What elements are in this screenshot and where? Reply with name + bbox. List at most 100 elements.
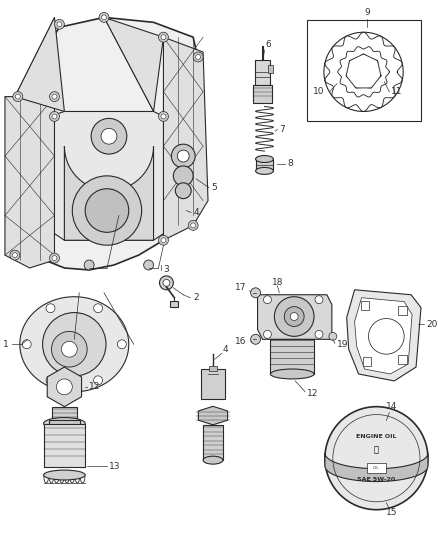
- Circle shape: [84, 260, 94, 270]
- Circle shape: [347, 55, 380, 88]
- Circle shape: [85, 189, 129, 232]
- Text: 4: 4: [223, 345, 229, 354]
- Polygon shape: [15, 18, 64, 111]
- Polygon shape: [64, 146, 154, 240]
- Circle shape: [49, 253, 60, 263]
- Bar: [367, 463, 386, 473]
- Circle shape: [10, 250, 20, 260]
- Ellipse shape: [256, 167, 273, 174]
- Polygon shape: [163, 37, 208, 240]
- Circle shape: [13, 92, 23, 102]
- Circle shape: [315, 330, 323, 338]
- Bar: [203, 425, 223, 460]
- Circle shape: [191, 223, 196, 228]
- Circle shape: [324, 32, 403, 111]
- Circle shape: [177, 150, 189, 162]
- Bar: [170, 301, 178, 306]
- Circle shape: [144, 260, 154, 270]
- Text: 🛢: 🛢: [374, 446, 379, 455]
- Text: 8: 8: [287, 159, 293, 168]
- Circle shape: [52, 256, 57, 261]
- Circle shape: [42, 312, 106, 376]
- Text: 20: 20: [426, 320, 437, 329]
- Polygon shape: [325, 453, 428, 481]
- Circle shape: [251, 288, 261, 298]
- Ellipse shape: [44, 470, 85, 480]
- Circle shape: [274, 297, 314, 336]
- Circle shape: [171, 144, 195, 168]
- Text: ENGINE OIL: ENGINE OIL: [356, 434, 397, 439]
- Ellipse shape: [270, 369, 314, 379]
- Text: 6: 6: [265, 39, 271, 49]
- Bar: [209, 366, 217, 371]
- Circle shape: [22, 340, 31, 349]
- Text: 15: 15: [386, 508, 398, 517]
- Circle shape: [159, 32, 168, 42]
- Circle shape: [173, 166, 193, 186]
- Text: 5: 5: [211, 183, 217, 192]
- Circle shape: [101, 128, 117, 144]
- Circle shape: [193, 52, 203, 62]
- Text: 1: 1: [3, 340, 9, 349]
- Circle shape: [264, 296, 272, 304]
- Bar: [268, 65, 273, 73]
- Polygon shape: [198, 406, 228, 425]
- Circle shape: [57, 22, 62, 27]
- Polygon shape: [347, 290, 421, 381]
- Text: 3: 3: [163, 265, 169, 274]
- Text: 4: 4: [193, 208, 199, 217]
- Bar: [44, 424, 85, 467]
- Text: 17: 17: [235, 284, 246, 292]
- Polygon shape: [49, 111, 168, 240]
- Circle shape: [102, 15, 106, 20]
- Polygon shape: [355, 298, 412, 374]
- Circle shape: [368, 319, 404, 354]
- Text: SAE 5W-20: SAE 5W-20: [357, 478, 396, 482]
- Polygon shape: [47, 367, 81, 407]
- Text: 9: 9: [364, 8, 370, 17]
- Text: 14: 14: [386, 402, 398, 411]
- Circle shape: [163, 279, 170, 286]
- Circle shape: [52, 114, 57, 119]
- Circle shape: [15, 94, 20, 99]
- Circle shape: [91, 118, 127, 154]
- Circle shape: [159, 111, 168, 122]
- Bar: [49, 419, 80, 430]
- Text: 7: 7: [279, 125, 285, 134]
- Bar: [254, 60, 270, 85]
- Circle shape: [12, 253, 18, 257]
- Circle shape: [46, 304, 55, 313]
- Bar: [398, 355, 407, 364]
- Polygon shape: [104, 18, 163, 111]
- Text: 12: 12: [89, 382, 101, 391]
- Text: OIL: OIL: [373, 466, 380, 470]
- Ellipse shape: [44, 417, 85, 430]
- Circle shape: [329, 333, 337, 340]
- Circle shape: [325, 407, 428, 510]
- Circle shape: [315, 296, 323, 304]
- Polygon shape: [20, 297, 129, 392]
- Text: 11: 11: [391, 87, 403, 96]
- Circle shape: [54, 19, 64, 29]
- Circle shape: [159, 235, 168, 245]
- Circle shape: [284, 306, 304, 326]
- Circle shape: [46, 376, 55, 385]
- Circle shape: [57, 379, 72, 395]
- Ellipse shape: [203, 456, 223, 464]
- Circle shape: [52, 332, 87, 367]
- Text: 16: 16: [235, 337, 246, 346]
- Circle shape: [72, 176, 141, 245]
- Bar: [363, 357, 371, 366]
- Circle shape: [161, 238, 166, 243]
- Circle shape: [61, 341, 77, 357]
- Bar: [253, 85, 272, 102]
- Circle shape: [175, 183, 191, 199]
- Circle shape: [251, 334, 261, 344]
- Circle shape: [49, 92, 60, 102]
- Bar: [52, 407, 77, 424]
- Text: 18: 18: [272, 278, 284, 287]
- Ellipse shape: [256, 156, 273, 163]
- Bar: [360, 301, 370, 310]
- Circle shape: [99, 12, 109, 22]
- Circle shape: [52, 94, 57, 99]
